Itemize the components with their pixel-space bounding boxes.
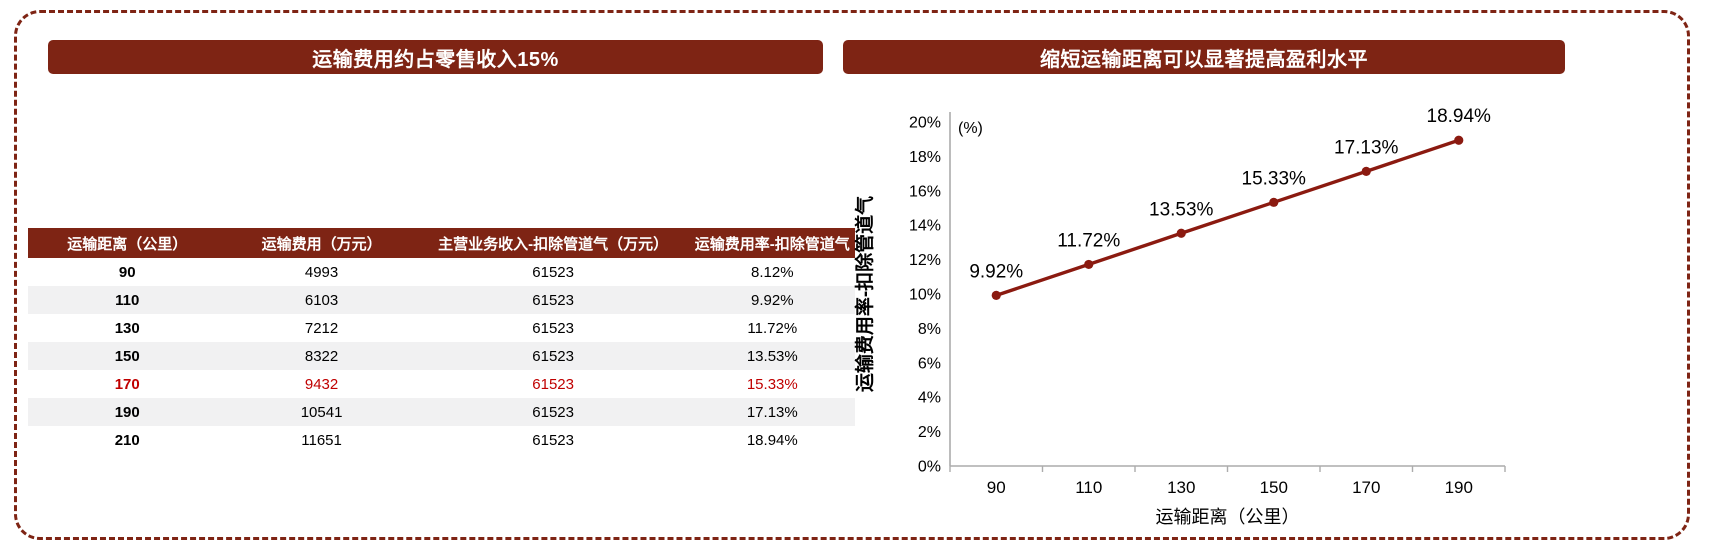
- y-axis-tick-label: 12%: [909, 252, 941, 269]
- x-axis-tick-label: 130: [1167, 478, 1195, 497]
- x-axis-tick-label: 150: [1260, 478, 1288, 497]
- table-cell: 9432: [304, 375, 339, 393]
- table-row: 170 9432 61523 15.33%: [28, 370, 855, 398]
- table-cell: 10541: [226, 398, 417, 426]
- table-cell: 8.12%: [751, 263, 794, 281]
- table-row: 150 8322 61523 13.53%: [28, 342, 855, 370]
- table-row: 210 11651 61523 18.94%: [28, 426, 855, 454]
- dashed-border-frame: [14, 10, 1690, 540]
- table-header-cell: 运输费用（万元）: [226, 228, 417, 258]
- transport-cost-table: 运输距离（公里） 运输费用（万元） 主营业务收入-扣除管道气（万元） 运输费用率-扣除…: [28, 228, 855, 454]
- y-axis-unit-label: (%): [958, 120, 983, 137]
- y-axis-tick-label: 20%: [909, 115, 941, 132]
- y-axis-tick-label: 16%: [909, 183, 941, 200]
- y-axis-tick-label: 2%: [918, 424, 941, 441]
- table-cell: 150: [28, 342, 227, 370]
- table-cell: 61523: [532, 375, 574, 393]
- line-chart: 0% 2% 4% 6% 8% 10% 12% 14% 16% 18% 20% (%) 90 110 130 1…: [808, 78, 1568, 548]
- table-cell: 90: [118, 263, 136, 281]
- x-axis-tick-label: 110: [1075, 478, 1102, 497]
- table-cell: 61523: [416, 398, 690, 426]
- y-axis-title: 运输费用率-扣除管道气: [853, 196, 876, 392]
- y-axis-tick-label: 0%: [918, 459, 941, 476]
- y-axis-tick-label: 18%: [909, 149, 941, 166]
- table-cell: 4993: [304, 263, 339, 281]
- right-panel-title-text: 缩短运输距离可以显著提高盈利水平: [1040, 48, 1368, 71]
- x-axis-title: 运输距离（公里）: [1156, 507, 1300, 527]
- table-cell: 61523: [416, 286, 690, 314]
- x-axis-tick-label: 170: [1352, 478, 1380, 497]
- table-cell: 210: [114, 431, 140, 449]
- chart-point-marker: [1176, 228, 1186, 238]
- table-cell: 130: [114, 319, 140, 337]
- table-row: 190 10541 61523 17.13%: [28, 398, 855, 426]
- table-cell: 61523: [532, 319, 574, 337]
- table-header-cell: 运输距离（公里）: [28, 228, 227, 258]
- table-row: 90 4993 61523 8.12%: [28, 258, 855, 286]
- table-header-cell: 主营业务收入-扣除管道气（万元）: [416, 228, 690, 258]
- x-axis-tick-label: 190: [1445, 478, 1473, 497]
- y-axis-tick-label: 14%: [909, 218, 941, 235]
- table-cell: 9.92%: [689, 286, 855, 314]
- left-panel-title: 运输费用约占零售收入15%: [48, 40, 823, 74]
- chart-point-marker: [1269, 197, 1279, 207]
- table-row: 110 6103 61523 9.92%: [28, 286, 855, 314]
- table-cell: 8322: [226, 342, 417, 370]
- table-cell: 170: [114, 375, 140, 393]
- y-axis-tick-label: 6%: [918, 355, 941, 372]
- chart-data-label: 15.33%: [1242, 168, 1307, 189]
- chart-data-label: 18.94%: [1427, 106, 1492, 127]
- chart-data-label: 9.92%: [969, 261, 1023, 282]
- table-cell: 110: [28, 286, 227, 314]
- table-cell: 18.94%: [746, 431, 798, 449]
- table-cell: 61523: [416, 342, 690, 370]
- left-panel-title-text: 运输费用约占零售收入15%: [312, 48, 559, 71]
- chart-point-marker: [1361, 166, 1371, 176]
- x-axis-tick-label: 90: [987, 478, 1006, 497]
- line-chart-svg: 0% 2% 4% 6% 8% 10% 12% 14% 16% 18% 20% (%) 90 110 130 1…: [853, 106, 1506, 527]
- y-axis-tick-label: 4%: [918, 390, 941, 407]
- chart-data-label: 13.53%: [1149, 199, 1214, 220]
- right-panel-title: 缩短运输距离可以显著提高盈利水平: [843, 40, 1565, 74]
- table-row: 130 7212 61523 11.72%: [28, 314, 855, 342]
- table-cell: 11.72%: [747, 319, 798, 337]
- y-axis-tick-label: 10%: [909, 287, 941, 304]
- chart-data-label: 11.72%: [1057, 230, 1120, 251]
- table-cell: 190: [28, 398, 227, 426]
- table-cell: 6103: [226, 286, 417, 314]
- table-cell: 13.53%: [689, 342, 855, 370]
- chart-point-marker: [1084, 259, 1094, 270]
- table-header-cell: 运输费用率-扣除管道气: [689, 228, 855, 258]
- table-cell: 17.13%: [689, 398, 855, 426]
- table-header-row: 运输距离（公里） 运输费用（万元） 主营业务收入-扣除管道气（万元） 运输费用率-扣除…: [28, 228, 855, 258]
- table-cell: 15.33%: [746, 375, 798, 393]
- table-cell: 61523: [532, 263, 574, 281]
- chart-point-marker: [991, 290, 1001, 300]
- table-cell: 61523: [532, 431, 574, 449]
- transport-cost-table-wrap: 运输距离（公里） 运输费用（万元） 主营业务收入-扣除管道气（万元） 运输费用率-扣除…: [28, 228, 855, 454]
- chart-point-marker: [1454, 135, 1464, 145]
- table-cell: 11651: [301, 431, 342, 449]
- chart-data-label: 17.13%: [1334, 137, 1399, 158]
- chart-line: [994, 138, 1461, 298]
- table-cell: 7212: [304, 319, 339, 337]
- y-axis-tick-label: 8%: [918, 321, 941, 338]
